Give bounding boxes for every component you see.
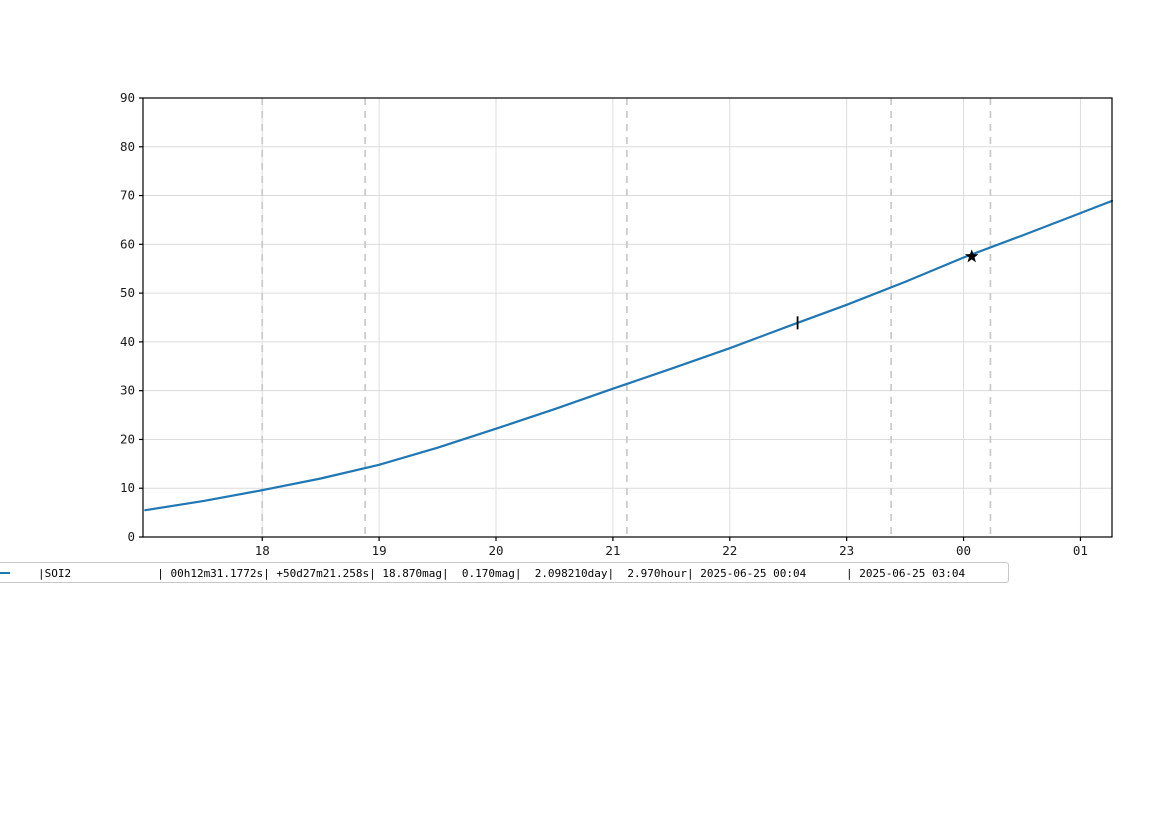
svg-text:20: 20 [120,431,135,446]
svg-text:80: 80 [120,139,135,154]
svg-text:90: 90 [120,90,135,105]
svg-text:18: 18 [255,543,270,558]
legend-label: |SOI2 | 00h12m31.1772s| +50d27m21.258s| … [38,567,966,580]
svg-text:00: 00 [956,543,971,558]
svg-text:19: 19 [372,543,387,558]
series-line-sample [0,572,10,574]
legend: |SOI2 | 00h12m31.1772s| +50d27m21.258s| … [0,562,1009,583]
svg-text:01: 01 [1073,543,1088,558]
svg-text:40: 40 [120,334,135,349]
svg-text:10: 10 [120,480,135,495]
svg-text:20: 20 [488,543,503,558]
svg-text:0: 0 [127,529,135,544]
svg-text:50: 50 [120,285,135,300]
svg-text:70: 70 [120,188,135,203]
svg-text:60: 60 [120,236,135,251]
svg-text:23: 23 [839,543,854,558]
svg-text:30: 30 [120,383,135,398]
svg-text:22: 22 [722,543,737,558]
svg-text:21: 21 [605,543,620,558]
